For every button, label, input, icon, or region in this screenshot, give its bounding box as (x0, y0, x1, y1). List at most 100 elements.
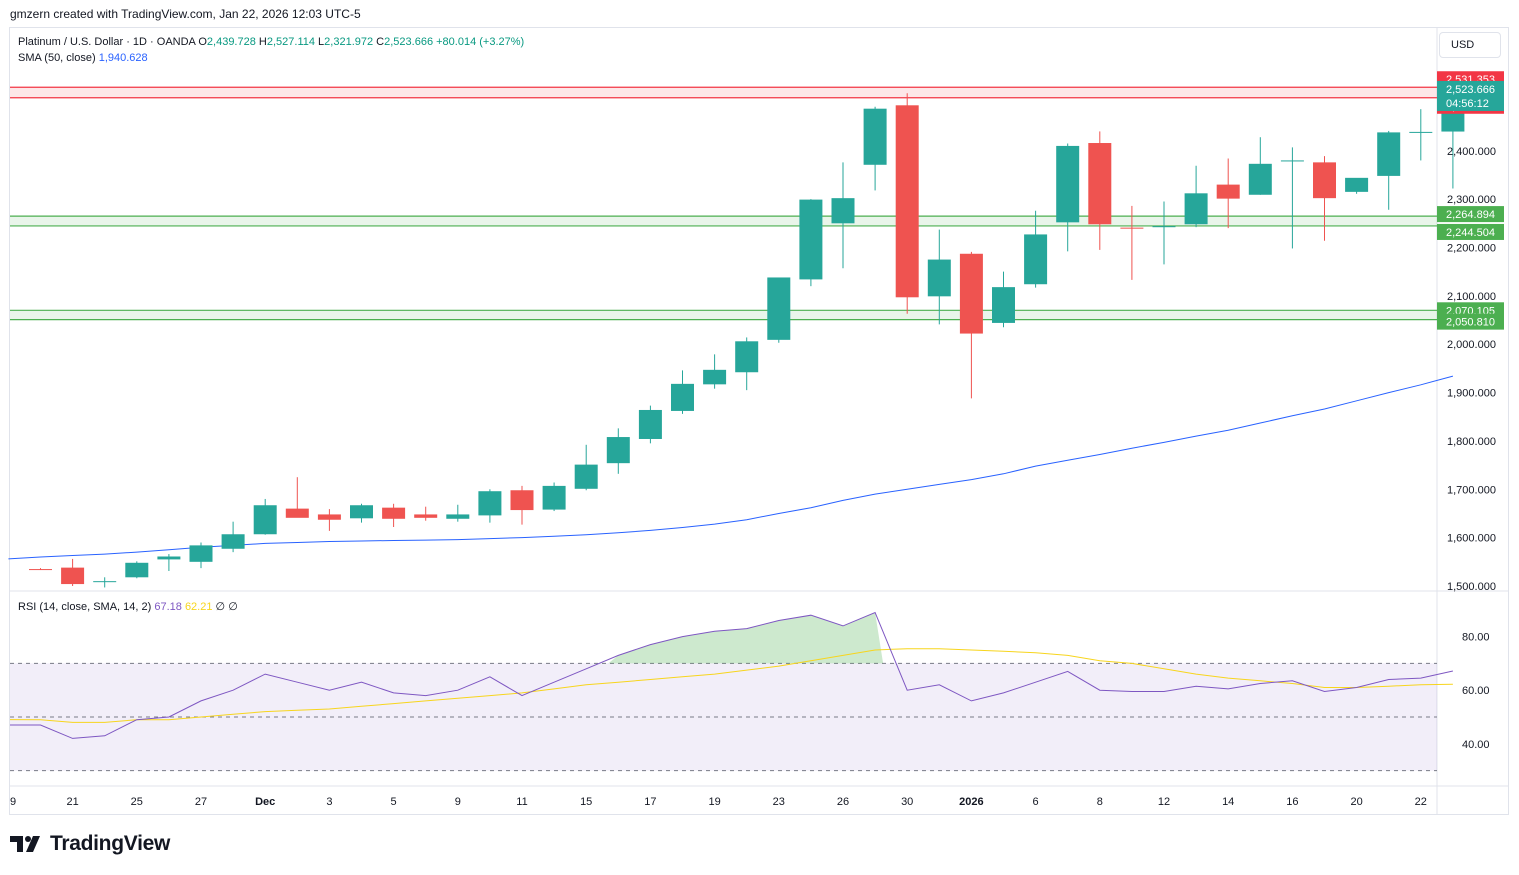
low-value: 2,321.972 (324, 36, 374, 48)
candle-body[interactable] (1345, 177, 1369, 192)
time-tick-label: 21 (66, 796, 78, 808)
candle-body[interactable] (317, 514, 341, 520)
rsi-empty-value-2: ∅ (228, 601, 238, 613)
time-tick-label: 16 (1286, 796, 1298, 808)
candle-body[interactable] (125, 562, 149, 578)
rsi-line[interactable] (9, 611, 1454, 739)
candle-body[interactable] (1216, 184, 1240, 199)
time-tick-label: 5 (391, 796, 397, 808)
candle-body[interactable] (382, 507, 406, 519)
rsi-legend[interactable]: RSI (14, close, SMA, 14, 2) 67.18 62.21 … (18, 600, 238, 613)
price-tick-label: 1,800.000 (1447, 436, 1496, 448)
candle-body[interactable] (1248, 163, 1272, 195)
time-tick-label: Dec (255, 796, 275, 808)
tradingview-logo[interactable]: TradingView (10, 832, 170, 856)
candle-body[interactable] (574, 464, 598, 489)
candle-body[interactable] (831, 198, 855, 224)
candle-body[interactable] (1024, 234, 1048, 285)
time-tick-label: 2026 (959, 796, 983, 808)
candle-body[interactable] (1409, 131, 1433, 133)
candle-body[interactable] (157, 556, 181, 560)
open-value: 2,439.728 (206, 36, 256, 48)
time-tick-label: 3 (326, 796, 332, 808)
tradingview-wordmark: TradingView (50, 832, 171, 855)
candle-body[interactable] (1184, 193, 1208, 225)
support-zone-upper (10, 216, 1437, 226)
rsi-ma-value: 62.21 (184, 601, 213, 613)
level-badge (1437, 206, 1504, 223)
candle-body[interactable] (895, 105, 919, 298)
candle-body[interactable] (61, 567, 85, 585)
candle-body[interactable] (799, 199, 823, 280)
high-label: H (258, 36, 267, 48)
candle-body[interactable] (510, 490, 534, 511)
last-price-badge (1437, 80, 1504, 111)
price-tick-label: 2,100.000 (1447, 291, 1496, 303)
candle-body[interactable] (93, 581, 117, 583)
time-tick-label: 11 (516, 796, 527, 808)
price-tick-label: 1,500.000 (1447, 581, 1496, 593)
time-tick-label: 27 (195, 796, 207, 808)
candle-body[interactable] (542, 485, 566, 510)
candle-body[interactable] (478, 491, 502, 516)
countdown-label: 04:56:12 (1446, 98, 1489, 110)
candle-body[interactable] (1280, 160, 1304, 162)
time-tick-label: 12 (1158, 796, 1170, 808)
currency-selector[interactable]: USD (1439, 32, 1501, 58)
price-tick-label: 1,900.000 (1447, 388, 1496, 400)
change-value: +80.014 (+3.27%) (436, 36, 525, 48)
sma-line[interactable] (8, 375, 1454, 560)
candle-body[interactable] (638, 409, 662, 439)
close-value: 2,523.666 (384, 36, 434, 48)
rsi-value: 67.18 (154, 601, 182, 613)
candle-body[interactable] (1120, 227, 1144, 229)
level-badge-label: 2,050.810 (1446, 317, 1495, 329)
time-tick-label: 23 (773, 796, 785, 808)
candle-body[interactable] (735, 341, 759, 373)
time-tick-label: 14 (1222, 796, 1234, 808)
price-legend: Platinum / U.S. Dollar · 1D · OANDA O2,4… (18, 36, 524, 48)
candle-body[interactable] (221, 534, 245, 549)
candle-body[interactable] (1152, 226, 1176, 228)
time-tick-label: 26 (837, 796, 849, 808)
high-value: 2,527.114 (266, 36, 315, 48)
candle-body[interactable] (253, 505, 277, 535)
rsi-ma-line[interactable] (9, 648, 1453, 723)
sma-value: 1,940.628 (98, 52, 148, 64)
candle-body[interactable] (1377, 132, 1401, 176)
price-tick-label: 2,000.000 (1447, 339, 1496, 351)
time-tick-label: 9 (10, 796, 16, 808)
candle-body[interactable] (992, 287, 1015, 323)
candle-body[interactable] (863, 108, 887, 165)
candle-body[interactable] (927, 259, 951, 297)
rsi-label: RSI (14, close, SMA, 14, 2) (18, 601, 152, 613)
candle-body[interactable] (29, 569, 52, 571)
candle-body[interactable] (767, 277, 791, 340)
tradingview-logo-icon (10, 836, 40, 852)
candle-body[interactable] (189, 545, 213, 562)
time-tick-label: 19 (708, 796, 720, 808)
candle-body[interactable] (606, 437, 630, 464)
time-tick-label: 22 (1415, 796, 1427, 808)
candle-body[interactable] (285, 508, 309, 518)
sma-legend[interactable]: SMA (50, close) 1,940.628 (18, 52, 148, 64)
candle-body[interactable] (414, 514, 438, 518)
candle-body[interactable] (446, 514, 470, 519)
candle-body[interactable] (350, 505, 373, 519)
rsi-empty-value-1: ∅ (215, 601, 226, 613)
resistance-zone (10, 87, 1437, 98)
rsi-overbought-fill (608, 612, 884, 664)
candle-body[interactable] (959, 253, 983, 334)
level-badge (1437, 313, 1504, 330)
low-label: L (318, 36, 325, 48)
candle-body[interactable] (1313, 162, 1336, 199)
symbol-title[interactable]: Platinum / U.S. Dollar · 1D · OANDA (18, 36, 196, 48)
level-badge-label: 2,244.504 (1446, 227, 1495, 239)
candle-body[interactable] (1088, 143, 1112, 225)
candle-body[interactable] (1056, 145, 1080, 223)
rsi-tick-label: 40.00 (1462, 739, 1490, 751)
candle-body[interactable] (671, 383, 694, 411)
sma-label: SMA (50, close) (18, 52, 96, 64)
candle-body[interactable] (703, 369, 727, 385)
